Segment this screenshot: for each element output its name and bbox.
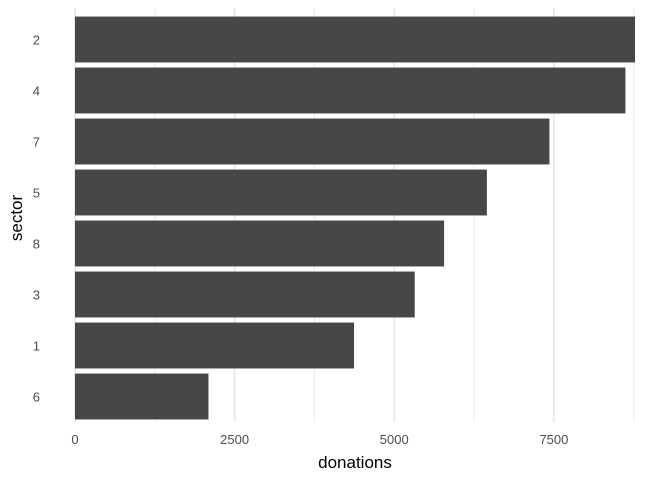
x-tick-labels: 0 2500 5000 7500 [71,432,568,447]
y-tick-label: 3 [33,288,40,303]
x-tick-label: 5000 [380,432,409,447]
x-tick-label: 2500 [220,432,249,447]
y-axis-title: sector [7,195,26,242]
y-tick-label: 7 [33,135,40,150]
y-tick-label: 1 [33,339,40,354]
x-tick-label: 7500 [539,432,568,447]
y-tick-label: 4 [33,84,40,99]
bar-sector-8 [75,220,445,267]
bar-sector-5 [75,169,487,216]
bar-sector-3 [75,271,415,318]
bar-sector-7 [75,118,550,165]
bar-sector-6 [75,373,209,420]
y-tick-label: 6 [33,390,40,405]
bars [75,16,635,420]
x-axis-title: donations [318,453,392,472]
bar-sector-4 [75,67,626,114]
y-tick-label: 2 [33,33,40,48]
y-tick-label: 5 [33,186,40,201]
bar-sector-1 [75,322,355,369]
y-tick-label: 8 [33,237,40,252]
x-tick-label: 0 [71,432,78,447]
bar-sector-2 [75,16,635,63]
y-tick-labels: 2 4 7 5 8 3 1 6 [33,33,40,405]
